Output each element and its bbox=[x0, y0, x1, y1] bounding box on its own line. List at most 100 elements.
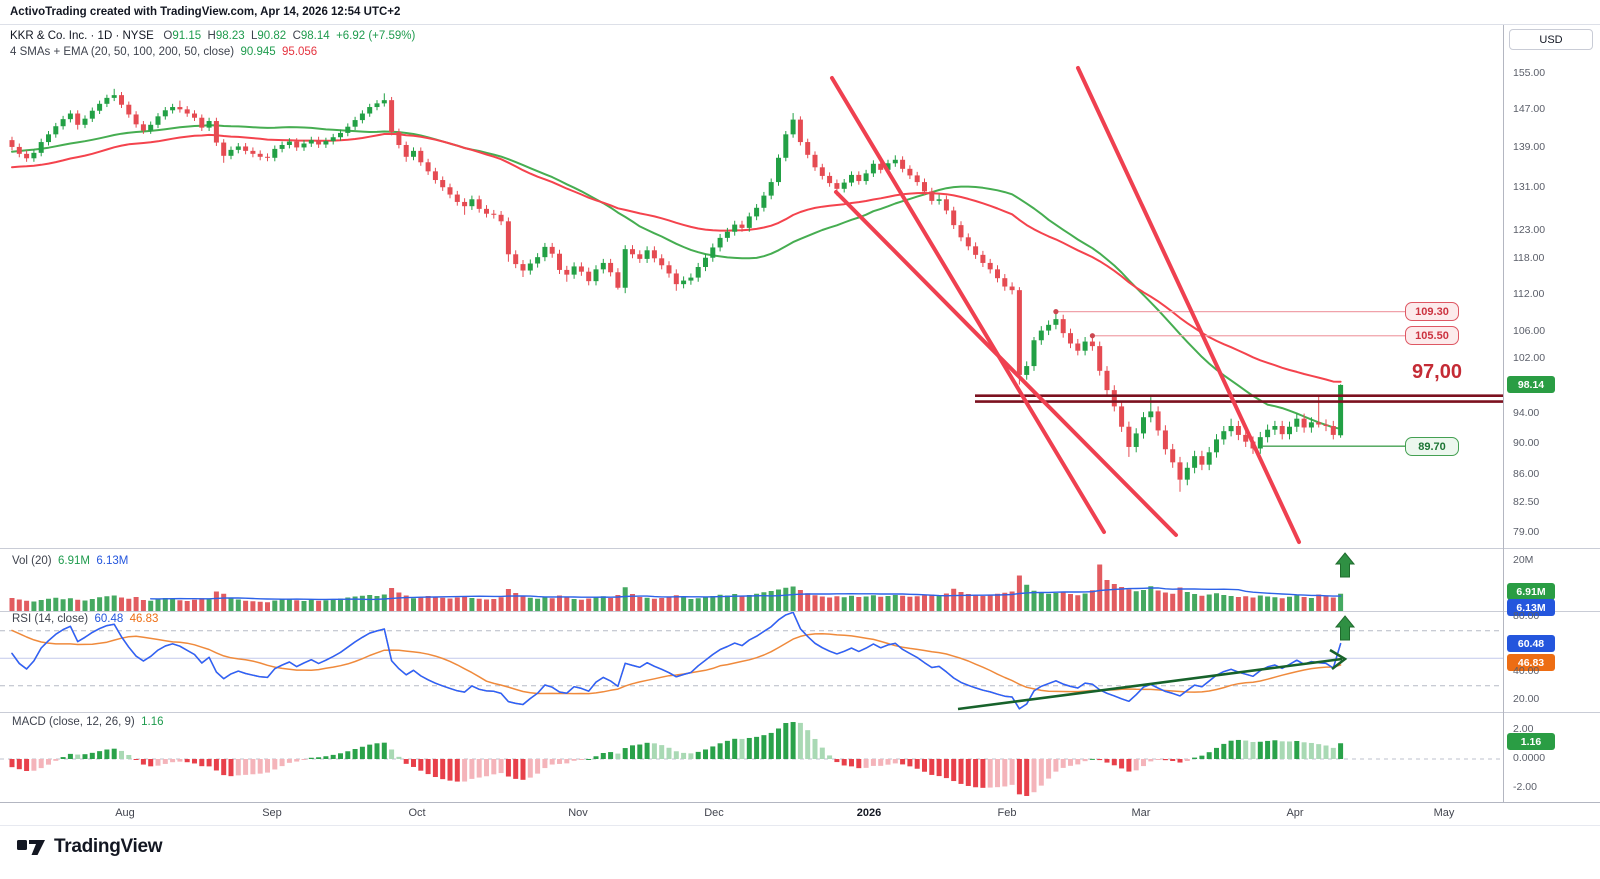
time-axis-label-oct[interactable]: Oct bbox=[408, 807, 426, 819]
chart-area[interactable]: KKR & Co. Inc. · 1D · NYSE O91.15 H98.23… bbox=[0, 25, 1503, 802]
macd-value: 1.16 bbox=[141, 716, 164, 728]
candle-body bbox=[140, 124, 146, 131]
currency-button[interactable]: USD bbox=[1509, 29, 1593, 50]
macd-histogram-bar bbox=[797, 722, 803, 759]
candle-body bbox=[1038, 330, 1044, 341]
tradingview-logo[interactable]: TradingView bbox=[16, 835, 163, 859]
candle-body bbox=[527, 263, 533, 271]
volume-bar bbox=[1272, 597, 1278, 611]
candle-body bbox=[659, 258, 665, 266]
macd-histogram-bar bbox=[812, 738, 818, 759]
time-axis-label-nov[interactable]: Nov bbox=[568, 807, 588, 819]
price-scale-tick: 86.00 bbox=[1513, 467, 1540, 480]
rsi-label: RSI (14, close) bbox=[12, 613, 89, 625]
macd-histogram-bar bbox=[535, 759, 541, 774]
volume-bar bbox=[870, 595, 876, 611]
volume-bar bbox=[1111, 584, 1117, 611]
ma-legend[interactable]: 4 SMAs + EMA (20, 50, 100, 200, 50, clos… bbox=[10, 46, 317, 58]
volume-bar bbox=[316, 600, 322, 611]
volume-ma-line bbox=[149, 587, 1342, 601]
candle-body bbox=[75, 113, 81, 125]
time-axis-label-apr[interactable]: Apr bbox=[1286, 807, 1304, 819]
pane-separator-rsi[interactable] bbox=[0, 611, 1600, 612]
macd-pane-legend[interactable]: MACD (close, 12, 26, 9) 1.16 bbox=[12, 716, 164, 728]
price-level-badge-105-50[interactable]: 105.50 bbox=[1405, 326, 1459, 345]
macd-histogram-bar bbox=[38, 759, 44, 769]
volume-bar bbox=[1177, 587, 1183, 611]
volume-bar bbox=[535, 598, 541, 611]
scale-separator[interactable] bbox=[1503, 25, 1504, 825]
volume-bar bbox=[104, 596, 110, 611]
volume-bar bbox=[600, 596, 606, 611]
price-scale-tick: 123.00 bbox=[1513, 224, 1546, 237]
candle-body bbox=[951, 210, 957, 226]
candle-body bbox=[1265, 429, 1271, 438]
volume-bar bbox=[827, 597, 833, 611]
time-axis-label-2026[interactable]: 2026 bbox=[856, 807, 882, 819]
macd-histogram-bar bbox=[892, 759, 898, 764]
candle-body bbox=[119, 95, 124, 105]
time-axis-label-feb[interactable]: Feb bbox=[997, 807, 1017, 819]
candle-body bbox=[323, 141, 329, 145]
candle-body bbox=[308, 140, 314, 144]
resistance-zone-label[interactable]: 97,00 bbox=[1411, 361, 1462, 383]
macd-histogram-bar bbox=[381, 742, 387, 759]
time-axis-label-aug[interactable]: Aug bbox=[115, 807, 135, 819]
volume-bar bbox=[9, 598, 15, 611]
candle-body bbox=[170, 107, 176, 111]
time-axis-label-dec[interactable]: Dec bbox=[704, 807, 724, 819]
macd-histogram-bar bbox=[469, 759, 475, 779]
candle-body bbox=[279, 144, 285, 149]
time-axis-label-sep[interactable]: Sep bbox=[262, 807, 282, 819]
chart-canvas[interactable] bbox=[0, 25, 1503, 802]
candle-body bbox=[732, 224, 738, 232]
volume-bar bbox=[849, 595, 854, 611]
time-axis-label-mar[interactable]: Mar bbox=[1131, 807, 1151, 819]
candle-body bbox=[192, 113, 197, 118]
rsi-pane-legend[interactable]: RSI (14, close) 60.48 46.83 bbox=[12, 613, 158, 625]
candle-body bbox=[542, 246, 548, 258]
macd-histogram-bar bbox=[768, 732, 774, 759]
candle-body bbox=[396, 131, 402, 145]
volume-pane-legend[interactable]: Vol (20) 6.91M 6.13M bbox=[12, 555, 128, 567]
macd-histogram-bar bbox=[900, 759, 906, 765]
macd-histogram-bar bbox=[1141, 759, 1146, 767]
macd-histogram-bar bbox=[673, 751, 679, 759]
macd-histogram-bar bbox=[710, 746, 716, 759]
candle-body bbox=[776, 157, 781, 183]
macd-histogram-bar bbox=[987, 759, 993, 788]
symbol-title[interactable]: KKR & Co. Inc. · 1D · NYSE bbox=[10, 30, 154, 42]
pane-separator-macd[interactable] bbox=[0, 712, 1600, 713]
volume-bar bbox=[1301, 597, 1307, 611]
volume-bar bbox=[228, 598, 234, 611]
time-axis-label-may[interactable]: May bbox=[1433, 807, 1455, 819]
volume-bar bbox=[1184, 592, 1190, 611]
volume-bar bbox=[454, 597, 460, 611]
symbol-legend[interactable]: KKR & Co. Inc. · 1D · NYSE O91.15 H98.23… bbox=[10, 30, 415, 42]
candle-body bbox=[622, 249, 628, 288]
macd-histogram-bar bbox=[1002, 759, 1008, 787]
price-level-badge-109-30[interactable]: 109.30 bbox=[1405, 302, 1459, 321]
price-scale-tick: 155.00 bbox=[1513, 66, 1546, 79]
volume-bar bbox=[951, 588, 957, 611]
time-axis[interactable]: Aug Sep Oct Nov Dec 2026 Feb Mar Apr May bbox=[0, 802, 1600, 825]
volume-bar bbox=[1155, 590, 1161, 611]
volume-bar bbox=[1126, 589, 1132, 611]
volume-bar bbox=[819, 596, 825, 611]
price-scale-tick: 90.00 bbox=[1513, 436, 1540, 449]
volume-bar bbox=[374, 596, 380, 611]
macd-histogram-bar bbox=[965, 759, 971, 786]
candle-body bbox=[1060, 319, 1066, 334]
macd-histogram-bar bbox=[31, 759, 37, 771]
pane-separator-volume[interactable] bbox=[0, 548, 1600, 549]
volume-bar bbox=[1250, 597, 1256, 611]
macd-histogram-bar bbox=[403, 759, 409, 764]
macd-histogram-bar bbox=[943, 759, 949, 779]
candle-body bbox=[1009, 286, 1015, 291]
volume-bar bbox=[1082, 593, 1088, 611]
candle-body bbox=[812, 154, 818, 168]
macd-badge: 1.16 bbox=[1507, 733, 1555, 750]
price-level-badge-89-70[interactable]: 89.70 bbox=[1405, 437, 1459, 456]
price-scale[interactable]: USD 98.14 6.91M 6.13M 60.48 46.83 1.16 1… bbox=[1504, 25, 1600, 825]
macd-histogram-bar bbox=[1089, 758, 1095, 760]
